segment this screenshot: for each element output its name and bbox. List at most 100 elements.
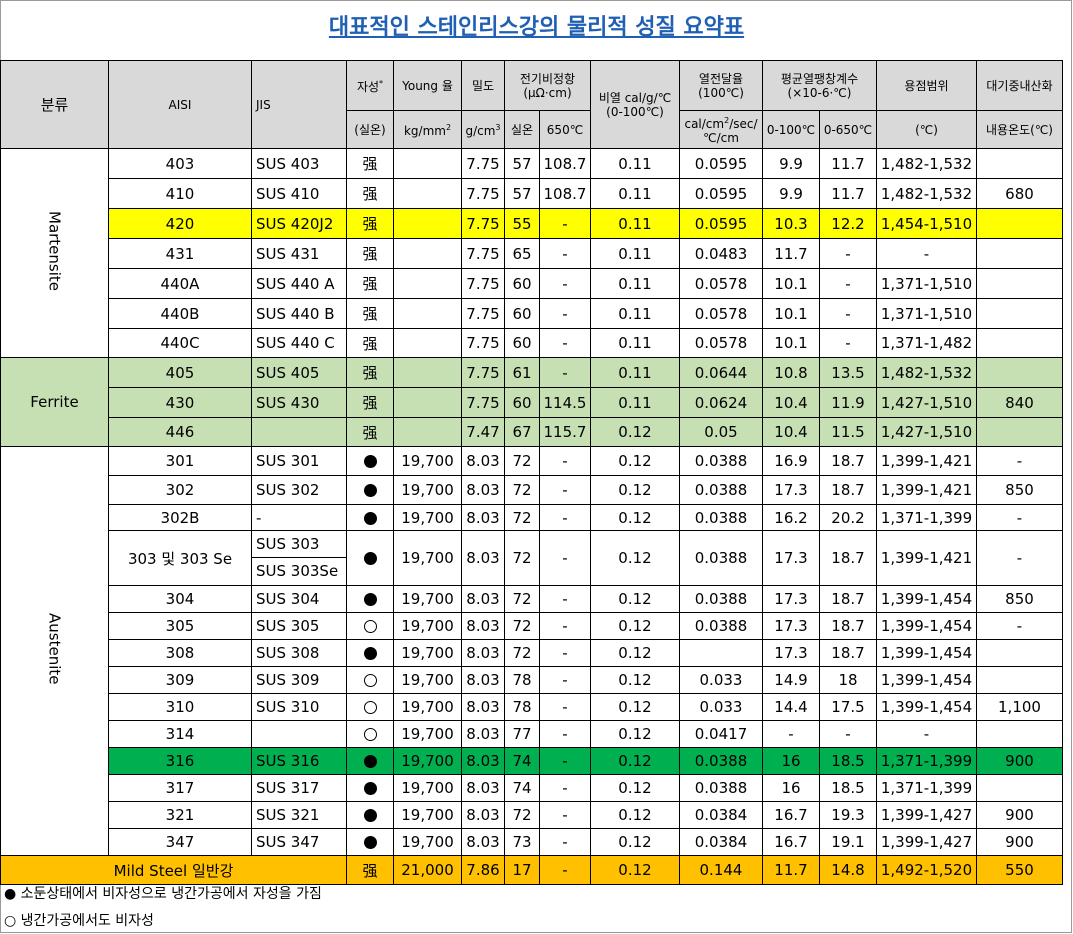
cell-sh: 0.12 bbox=[590, 747, 680, 775]
cell-ox: 900 bbox=[976, 747, 1063, 775]
cell-jis: SUS 321 bbox=[251, 801, 347, 829]
cell-ox: - bbox=[976, 530, 1063, 586]
cell-ox bbox=[976, 666, 1063, 694]
cell-jis: SUS 347 bbox=[251, 828, 347, 856]
cell-r2: 114.5 bbox=[539, 387, 591, 418]
cell-young bbox=[393, 268, 462, 299]
cell-e1: 17.3 bbox=[762, 612, 820, 640]
cell-magnetic bbox=[346, 612, 394, 640]
cell-dens: 8.03 bbox=[461, 747, 505, 775]
hollow-circle-icon bbox=[363, 728, 377, 741]
table-row: 310 SUS 310 19,700 8.03 78-0.12 0.033 14.4 17.5… bbox=[1, 693, 1063, 721]
cell-e2: 11.7 bbox=[819, 178, 877, 209]
table-row: Austenite 301 SUS 301 19,700 8.03 72-0.12 0.03… bbox=[0, 446, 1063, 856]
table-row: 440B SUS 440 B 强 7.75 60-0.11 0.0578 10.1-1,37… bbox=[1, 298, 1063, 329]
header-young: Young 율 bbox=[393, 60, 462, 111]
cell-ox: 850 bbox=[976, 475, 1063, 505]
page-title: 대표적인 스테인리스강의 물리적 성질 요약표 bbox=[328, 15, 745, 40]
cell-mp: - bbox=[876, 238, 977, 269]
cell-jis: SUS 303 SUS 303Se bbox=[251, 530, 347, 586]
note-hollow-circle: ○ 냉간가공에서도 비자성 bbox=[4, 913, 154, 929]
cell-r1: 55 bbox=[504, 208, 540, 239]
cell-aisi: 310 bbox=[108, 693, 252, 721]
cell-jis: SUS 431 bbox=[251, 238, 347, 269]
cell-young bbox=[393, 328, 462, 358]
cell-magnetic: 强 bbox=[346, 387, 394, 418]
cell-e1: 14.4 bbox=[762, 693, 820, 721]
cell-young: 21,000 bbox=[393, 855, 462, 885]
cell-mp: 1,427-1,510 bbox=[876, 387, 977, 418]
cell-sh: 0.12 bbox=[590, 585, 680, 613]
hollow-circle-icon bbox=[363, 620, 377, 633]
header-density-unit: g/cm3 bbox=[461, 110, 505, 149]
cell-tc: 0.05 bbox=[679, 417, 763, 447]
cell-jis: SUS 430 bbox=[251, 387, 347, 418]
filled-circle-icon bbox=[363, 809, 377, 822]
cell-dens: 7.75 bbox=[461, 387, 505, 418]
cell-e1: 11.7 bbox=[762, 855, 820, 885]
cell-e1: 14.9 bbox=[762, 666, 820, 694]
cell-aisi: 405 bbox=[108, 357, 252, 388]
header-melting-unit: (℃) bbox=[876, 110, 977, 149]
header-magnetic: 자성* bbox=[346, 60, 394, 111]
cell-magnetic: 强 bbox=[346, 417, 394, 447]
cell-e1: - bbox=[762, 720, 820, 748]
table-row: 304 SUS 304 19,700 8.03 72-0.12 0.0388 17.3 18.… bbox=[1, 585, 1063, 613]
cell-ox: 900 bbox=[976, 828, 1063, 856]
cell-tc: 0.0644 bbox=[679, 357, 763, 388]
cell-e2: - bbox=[819, 238, 877, 269]
cell-young: 19,700 bbox=[393, 475, 462, 505]
cell-tc: 0.0388 bbox=[679, 446, 763, 476]
cell-jis: SUS 302 bbox=[251, 475, 347, 505]
cell-ox bbox=[976, 639, 1063, 667]
filled-circle-icon bbox=[363, 455, 377, 468]
cell-r1: 60 bbox=[504, 328, 540, 358]
cell-e2: 18.7 bbox=[819, 446, 877, 476]
cell-mp: 1,399-1,454 bbox=[876, 585, 977, 613]
cell-tc: 0.0388 bbox=[679, 612, 763, 640]
cell-sh: 0.12 bbox=[590, 693, 680, 721]
cell-young: 19,700 bbox=[393, 585, 462, 613]
cell-e2: 18.7 bbox=[819, 612, 877, 640]
cell-e2: 18.7 bbox=[819, 585, 877, 613]
cell-r1: 72 bbox=[504, 504, 540, 531]
cell-ox bbox=[976, 357, 1063, 388]
cell-r2: - bbox=[539, 720, 591, 748]
cell-magnetic bbox=[346, 747, 394, 775]
header-resistivity: 전기비정항 (μΩ·cm) bbox=[504, 60, 591, 111]
cell-young: 19,700 bbox=[393, 693, 462, 721]
cell-e2: 14.8 bbox=[819, 855, 877, 885]
cell-sh: 0.12 bbox=[590, 801, 680, 829]
table-row: 440C SUS 440 C 强 7.75 60-0.11 0.0578 10.1-1,37… bbox=[1, 328, 1063, 358]
group-austenite: Austenite bbox=[0, 446, 109, 856]
cell-e2: 17.5 bbox=[819, 693, 877, 721]
cell-sh: 0.12 bbox=[590, 612, 680, 640]
cell-r2: - bbox=[539, 774, 591, 802]
cell-young: 19,700 bbox=[393, 530, 462, 586]
cell-magnetic: 强 bbox=[346, 268, 394, 299]
cell-young: 19,700 bbox=[393, 639, 462, 667]
cell-tc: 0.0483 bbox=[679, 238, 763, 269]
cell-e1: 10.8 bbox=[762, 357, 820, 388]
cell-e2: 18.7 bbox=[819, 530, 877, 586]
cell-tc: 0.0595 bbox=[679, 208, 763, 239]
cell-e2: 18.7 bbox=[819, 639, 877, 667]
cell-r1: 74 bbox=[504, 774, 540, 802]
cell-magnetic bbox=[346, 639, 394, 667]
cell-r2: - bbox=[539, 747, 591, 775]
cell-sh: 0.11 bbox=[590, 387, 680, 418]
header-category: 분류 bbox=[0, 60, 109, 149]
cell-ox bbox=[976, 328, 1063, 358]
cell-e2: 11.7 bbox=[819, 148, 877, 179]
table-row: 321 SUS 321 19,700 8.03 72-0.12 0.0384 16.7 19.… bbox=[1, 801, 1063, 829]
cell-tc: 0.0384 bbox=[679, 828, 763, 856]
cell-e2: 18.7 bbox=[819, 475, 877, 505]
cell-mp: 1,454-1,510 bbox=[876, 208, 977, 239]
cell-tc: 0.0578 bbox=[679, 268, 763, 299]
cell-tc: 0.0388 bbox=[679, 475, 763, 505]
cell-aisi: 440A bbox=[108, 268, 252, 299]
header-aisi: AISI bbox=[108, 60, 252, 149]
cell-e2: - bbox=[819, 328, 877, 358]
cell-dens: 7.75 bbox=[461, 208, 505, 239]
cell-e1: 16.7 bbox=[762, 801, 820, 829]
